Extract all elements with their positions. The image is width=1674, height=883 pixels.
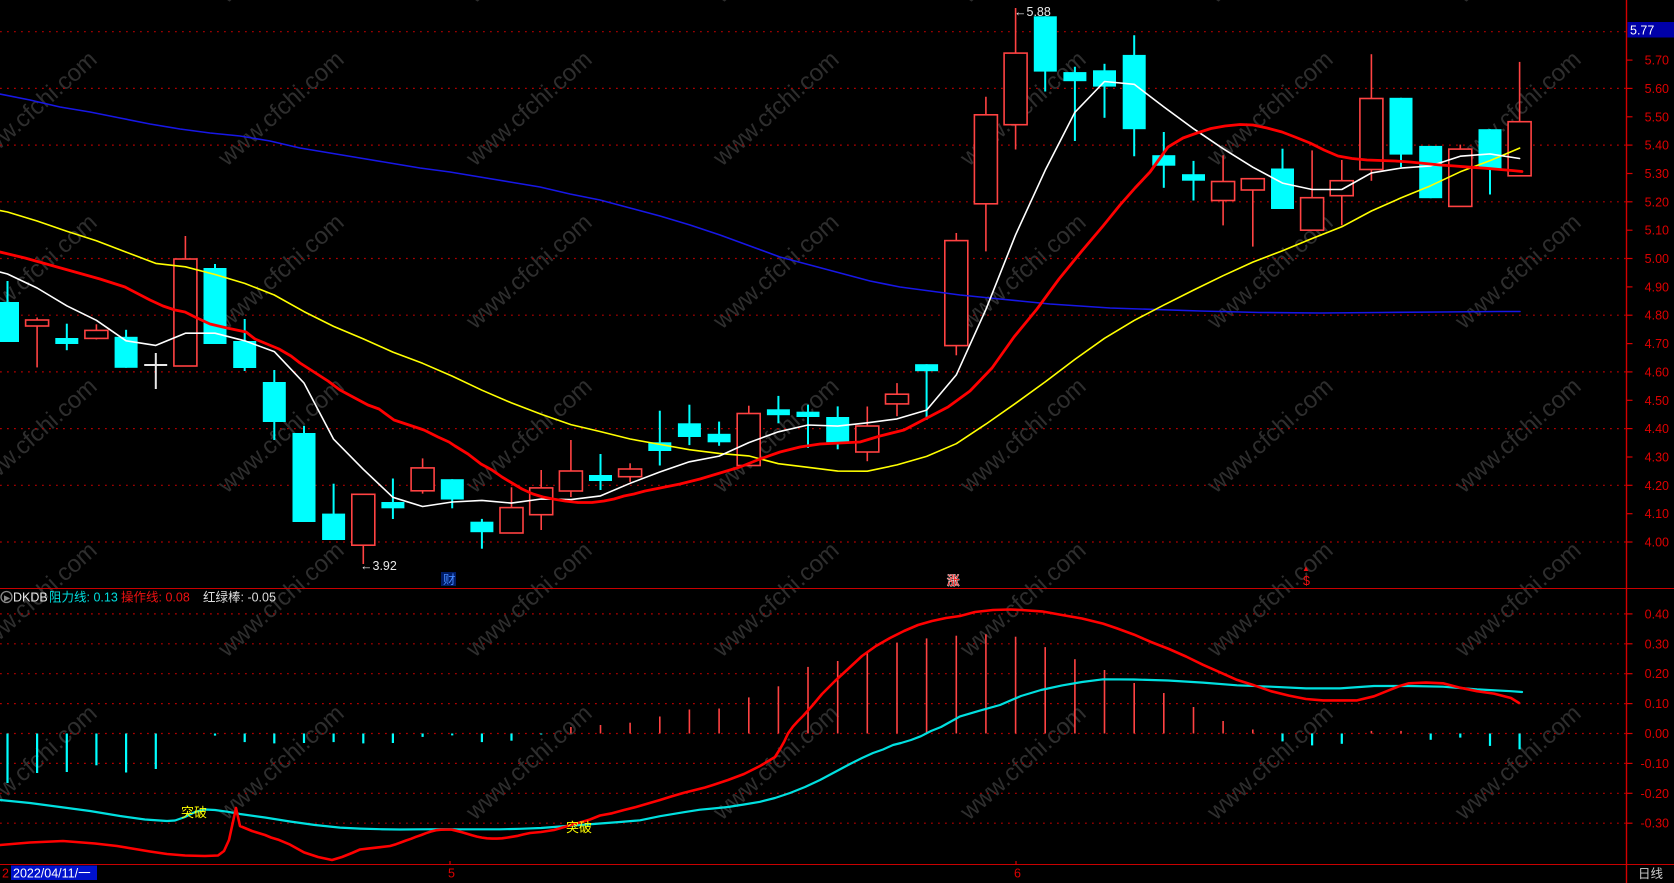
svg-text:DKDB: DKDB (13, 591, 48, 605)
svg-text:突破: 突破 (181, 805, 207, 820)
svg-text:5.50: 5.50 (1645, 110, 1669, 124)
svg-text:5.00: 5.00 (1645, 252, 1669, 266)
svg-text:$: $ (1303, 574, 1310, 588)
svg-text:0.40: 0.40 (1645, 607, 1669, 621)
svg-text:涨: 涨 (947, 573, 960, 588)
svg-text:5.30: 5.30 (1645, 167, 1669, 181)
svg-text:6: 6 (1014, 867, 1021, 881)
svg-text:4.70: 4.70 (1645, 337, 1669, 351)
svg-text:阻力线: 0.13: 阻力线: 0.13 (49, 591, 118, 605)
svg-text:5.40: 5.40 (1645, 139, 1669, 153)
svg-text:-0.20: -0.20 (1641, 787, 1670, 801)
svg-text:财: 财 (443, 573, 456, 587)
svg-text:0.10: 0.10 (1645, 697, 1669, 711)
svg-text:2022/04/11/一: 2022/04/11/一 (13, 867, 91, 881)
svg-text:5.60: 5.60 (1645, 82, 1669, 96)
svg-text:4.50: 4.50 (1645, 394, 1669, 408)
svg-text:2: 2 (2, 867, 9, 881)
svg-text:红绿棒: -0.05: 红绿棒: -0.05 (203, 590, 276, 605)
svg-text:4.10: 4.10 (1645, 507, 1669, 521)
svg-text:-0.10: -0.10 (1641, 757, 1670, 771)
svg-text:4.90: 4.90 (1645, 280, 1669, 294)
svg-text:-0.30: -0.30 (1641, 817, 1670, 831)
svg-text:4.80: 4.80 (1645, 309, 1669, 323)
svg-text:突破: 突破 (566, 820, 592, 835)
svg-text:←3.92: ←3.92 (360, 559, 397, 573)
svg-text:4.40: 4.40 (1645, 422, 1669, 436)
svg-text:5.10: 5.10 (1645, 224, 1669, 238)
svg-text:0.20: 0.20 (1645, 667, 1669, 681)
svg-text:0.00: 0.00 (1645, 727, 1669, 741)
svg-text:▲: ▲ (1302, 564, 1310, 573)
svg-text:0.30: 0.30 (1645, 637, 1669, 651)
svg-text:5.77: 5.77 (1630, 24, 1654, 38)
svg-text:5: 5 (448, 867, 455, 881)
svg-text:4.00: 4.00 (1645, 536, 1669, 550)
svg-text:日线: 日线 (1638, 867, 1664, 881)
svg-text:4.60: 4.60 (1645, 365, 1669, 379)
svg-text:▶: ▶ (4, 594, 11, 603)
svg-text:←5.88: ←5.88 (1014, 5, 1051, 19)
svg-text:5.70: 5.70 (1645, 54, 1669, 68)
svg-text:4.30: 4.30 (1645, 451, 1669, 465)
svg-text:5.20: 5.20 (1645, 195, 1669, 209)
svg-text:操作线: 0.08: 操作线: 0.08 (121, 590, 190, 605)
svg-text:4.20: 4.20 (1645, 479, 1669, 493)
